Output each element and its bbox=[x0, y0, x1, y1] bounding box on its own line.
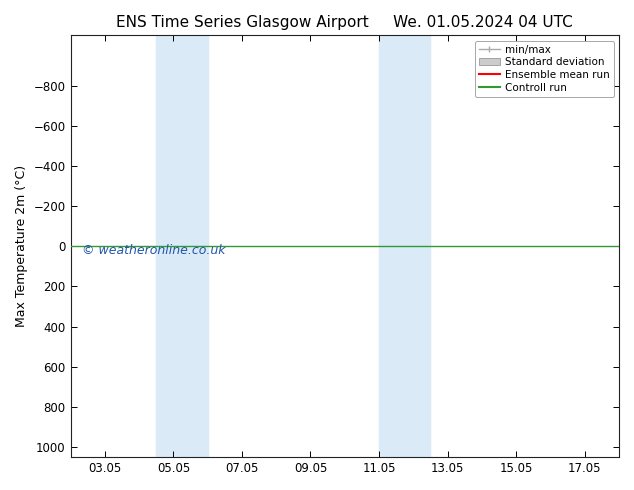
Text: © weatheronline.co.uk: © weatheronline.co.uk bbox=[82, 244, 225, 257]
Legend: min/max, Standard deviation, Ensemble mean run, Controll run: min/max, Standard deviation, Ensemble me… bbox=[475, 41, 614, 97]
Bar bbox=[379, 35, 430, 457]
Y-axis label: Max Temperature 2m (°C): Max Temperature 2m (°C) bbox=[15, 165, 28, 327]
Title: ENS Time Series Glasgow Airport     We. 01.05.2024 04 UTC: ENS Time Series Glasgow Airport We. 01.0… bbox=[117, 15, 573, 30]
Bar bbox=[156, 35, 208, 457]
